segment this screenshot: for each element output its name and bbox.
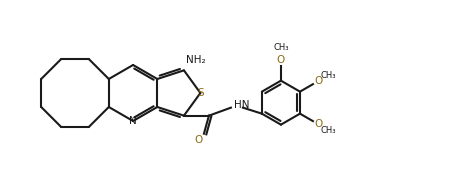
Text: CH₃: CH₃ xyxy=(273,43,289,52)
Text: O: O xyxy=(314,119,322,129)
Text: N: N xyxy=(129,116,137,126)
Text: NH₂: NH₂ xyxy=(186,55,206,65)
Text: O: O xyxy=(195,135,203,145)
Text: S: S xyxy=(197,88,204,98)
Text: HN: HN xyxy=(234,100,249,110)
Text: CH₃: CH₃ xyxy=(321,126,336,135)
Text: O: O xyxy=(314,76,322,86)
Text: CH₃: CH₃ xyxy=(321,71,336,80)
Text: O: O xyxy=(277,55,285,65)
